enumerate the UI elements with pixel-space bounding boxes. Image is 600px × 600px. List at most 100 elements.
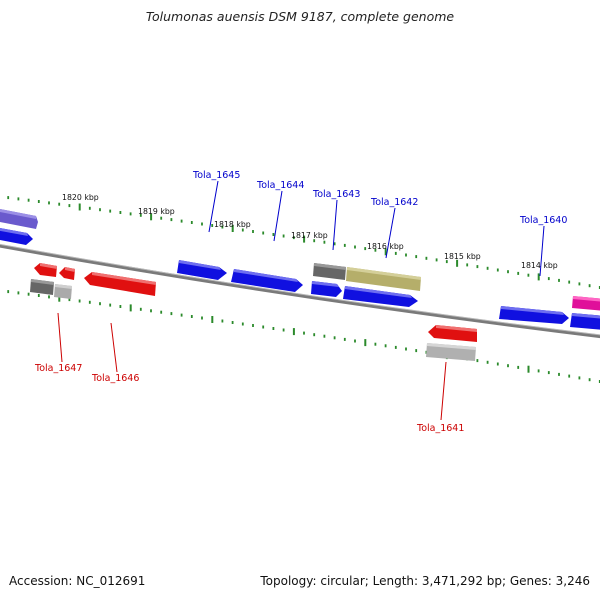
outer-tick-track	[7, 196, 600, 289]
gene-label-tola-1647[interactable]: Tola_1647	[34, 363, 82, 374]
leader-line	[273, 190, 283, 242]
genome-backbone	[0, 244, 600, 339]
minor-tick	[190, 221, 193, 224]
minor-tick	[313, 333, 316, 337]
minor-tick	[435, 258, 438, 262]
gene-label-tola-1640[interactable]: Tola_1640	[519, 215, 567, 226]
gene-label-tola-1645[interactable]: Tola_1645	[192, 170, 240, 181]
minor-tick	[37, 200, 40, 203]
minor-tick	[68, 298, 71, 302]
gene-arrow-tola-1646[interactable]	[84, 272, 156, 296]
minor-tick	[272, 327, 275, 330]
minor-tick	[109, 209, 112, 213]
minor-tick	[303, 331, 305, 335]
minor-tick	[88, 206, 91, 210]
minor-tick	[568, 374, 571, 378]
minor-tick	[354, 339, 356, 343]
minor-tick	[282, 328, 285, 332]
minor-tick	[221, 319, 224, 323]
minor-tick	[160, 216, 163, 220]
kbp-label: 1814 kbp	[521, 261, 558, 270]
minor-tick	[507, 270, 509, 274]
minor-tick	[180, 313, 183, 317]
gene-label-tola-1646[interactable]: Tola_1646	[91, 373, 139, 384]
gene-label-tola-1644[interactable]: Tola_1644	[256, 180, 304, 191]
minor-tick	[588, 378, 591, 382]
minor-tick	[27, 292, 30, 296]
leader-line	[110, 322, 118, 373]
minor-tick	[201, 316, 203, 320]
gene-label-tola-1641[interactable]: Tola_1641	[416, 423, 464, 434]
minor-tick	[405, 347, 407, 351]
major-tick	[78, 203, 81, 211]
minor-tick	[272, 233, 275, 236]
minor-tick	[445, 260, 448, 264]
gene-arrow[interactable]	[0, 208, 38, 229]
minor-tick	[150, 309, 152, 313]
gene-label-tola-1642[interactable]: Tola_1642	[370, 197, 418, 208]
minor-tick	[99, 302, 101, 306]
minor-tick	[537, 369, 540, 373]
minor-tick	[466, 263, 469, 267]
minor-tick	[99, 208, 101, 212]
minor-tick	[598, 380, 600, 383]
kbp-label: 1817 kbp	[291, 231, 328, 240]
gene-arrow-tola-1640[interactable]	[499, 306, 569, 324]
minor-tick	[313, 239, 316, 243]
minor-tick	[160, 310, 163, 314]
leader-line	[539, 225, 545, 277]
minor-tick	[333, 242, 336, 246]
minor-tick	[354, 245, 356, 249]
minor-tick	[129, 212, 132, 216]
major-tick	[58, 294, 61, 302]
accession-text: Accession: NC_012691	[9, 574, 146, 588]
major-tick	[364, 339, 367, 347]
minor-tick	[394, 345, 397, 349]
minor-tick	[37, 294, 40, 297]
major-tick	[527, 365, 530, 373]
kbp-label: 1815 kbp	[444, 252, 481, 261]
minor-tick	[78, 299, 81, 303]
minor-tick	[48, 201, 50, 205]
minor-tick	[221, 225, 224, 229]
minor-tick	[343, 337, 346, 341]
leader-line	[57, 312, 63, 363]
major-tick	[211, 316, 214, 323]
leader-line	[385, 207, 396, 259]
minor-tick	[476, 265, 479, 269]
minor-tick	[496, 362, 499, 366]
minor-tick	[568, 280, 571, 284]
kbp-label: 1818 kbp	[214, 220, 251, 229]
gene-label-tola-1643[interactable]: Tola_1643	[312, 189, 360, 200]
minor-tick	[88, 300, 91, 304]
minor-tick	[17, 197, 20, 201]
minor-tick	[517, 365, 520, 369]
major-tick	[150, 213, 153, 221]
minor-tick	[262, 325, 265, 329]
gene-block-tola-1642[interactable]	[346, 267, 421, 291]
minor-tick	[425, 256, 428, 260]
minor-tick	[333, 336, 336, 340]
minor-tick	[547, 277, 550, 281]
gene-arrow-tola-1645[interactable]	[177, 260, 227, 280]
minor-tick	[527, 273, 530, 277]
minor-tick	[507, 364, 509, 368]
leader-line	[208, 180, 219, 233]
minor-tick	[119, 211, 122, 214]
minor-tick	[170, 312, 173, 316]
minor-tick	[7, 196, 10, 200]
kbp-label: 1819 kbp	[138, 207, 175, 216]
minor-tick	[384, 344, 387, 348]
reverse-genes	[30, 263, 477, 361]
minor-tick	[588, 284, 591, 288]
minor-tick	[598, 286, 600, 289]
major-tick	[292, 328, 295, 336]
minor-tick	[405, 253, 407, 257]
major-tick	[303, 235, 306, 243]
minor-tick	[323, 240, 326, 244]
forward-genes	[0, 208, 600, 330]
gene-arrow-tola-1644[interactable]	[231, 269, 303, 292]
minor-tick	[578, 376, 581, 380]
minor-tick	[201, 222, 203, 226]
minor-tick	[343, 243, 346, 247]
